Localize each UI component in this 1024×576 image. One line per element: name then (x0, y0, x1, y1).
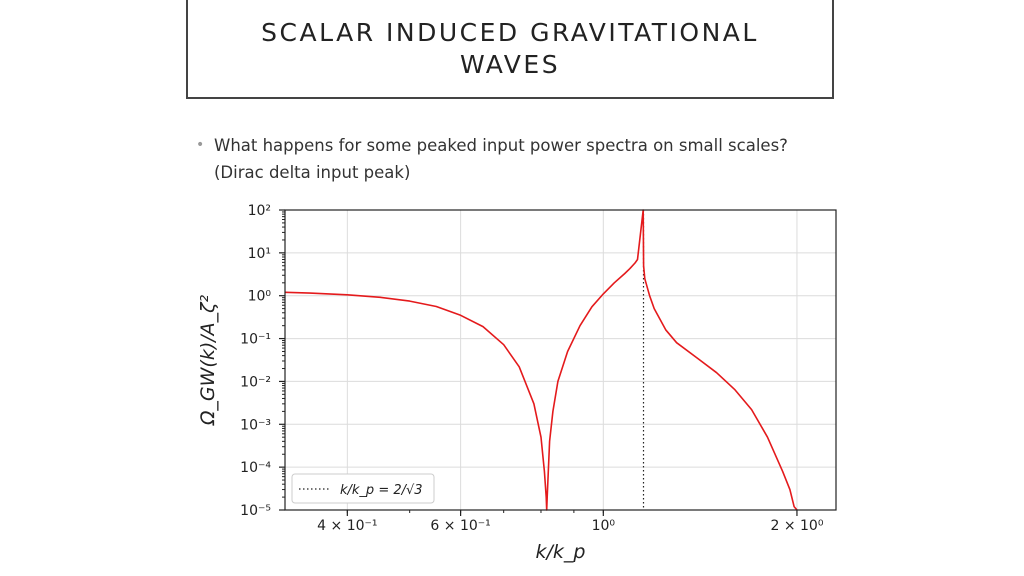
plot-background (285, 210, 836, 510)
y-tick-label: 10⁻⁴ (240, 460, 271, 476)
bullet-item: • What happens for some peaked input pow… (196, 132, 836, 186)
title-line-2: WAVES (459, 49, 561, 79)
y-tick-label: 10⁻³ (240, 417, 271, 433)
x-axis-label: k/k_p (536, 541, 586, 563)
legend: k/k_p = 2/√3 (291, 473, 435, 504)
y-tick-label: 10² (248, 203, 271, 219)
plot-frame (284, 209, 837, 511)
bullet-text-line-1: What happens for some peaked input power… (214, 136, 788, 155)
y-tick-label: 10¹ (248, 246, 271, 262)
y-tick-label: 10⁻¹ (240, 332, 271, 348)
slide-title: SCALAR INDUCED GRAVITATIONAL WAVES (186, 0, 834, 99)
y-tick-label: 10⁻² (240, 374, 271, 390)
y-tick-label: 10⁻⁵ (240, 503, 271, 519)
legend-box (291, 473, 435, 504)
series-line (284, 209, 798, 511)
y-axis-label: Ω_GW(k)/A_ζ² (197, 295, 219, 427)
bullet-dot-icon: • (196, 137, 205, 153)
title-line-1: SCALAR INDUCED GRAVITATIONAL (261, 17, 759, 47)
x-tick-label: 10⁰ (592, 518, 616, 534)
x-tick-label: 2 × 10⁰ (770, 518, 823, 534)
y-tick-label: 10⁰ (248, 289, 272, 305)
bullet-text-line-2: (Dirac delta input peak) (214, 163, 411, 182)
x-tick-label: 6 × 10⁻¹ (430, 518, 490, 534)
x-tick-label: 4 × 10⁻¹ (317, 518, 377, 534)
legend-label: k/k_p = 2/√3 (340, 483, 423, 498)
